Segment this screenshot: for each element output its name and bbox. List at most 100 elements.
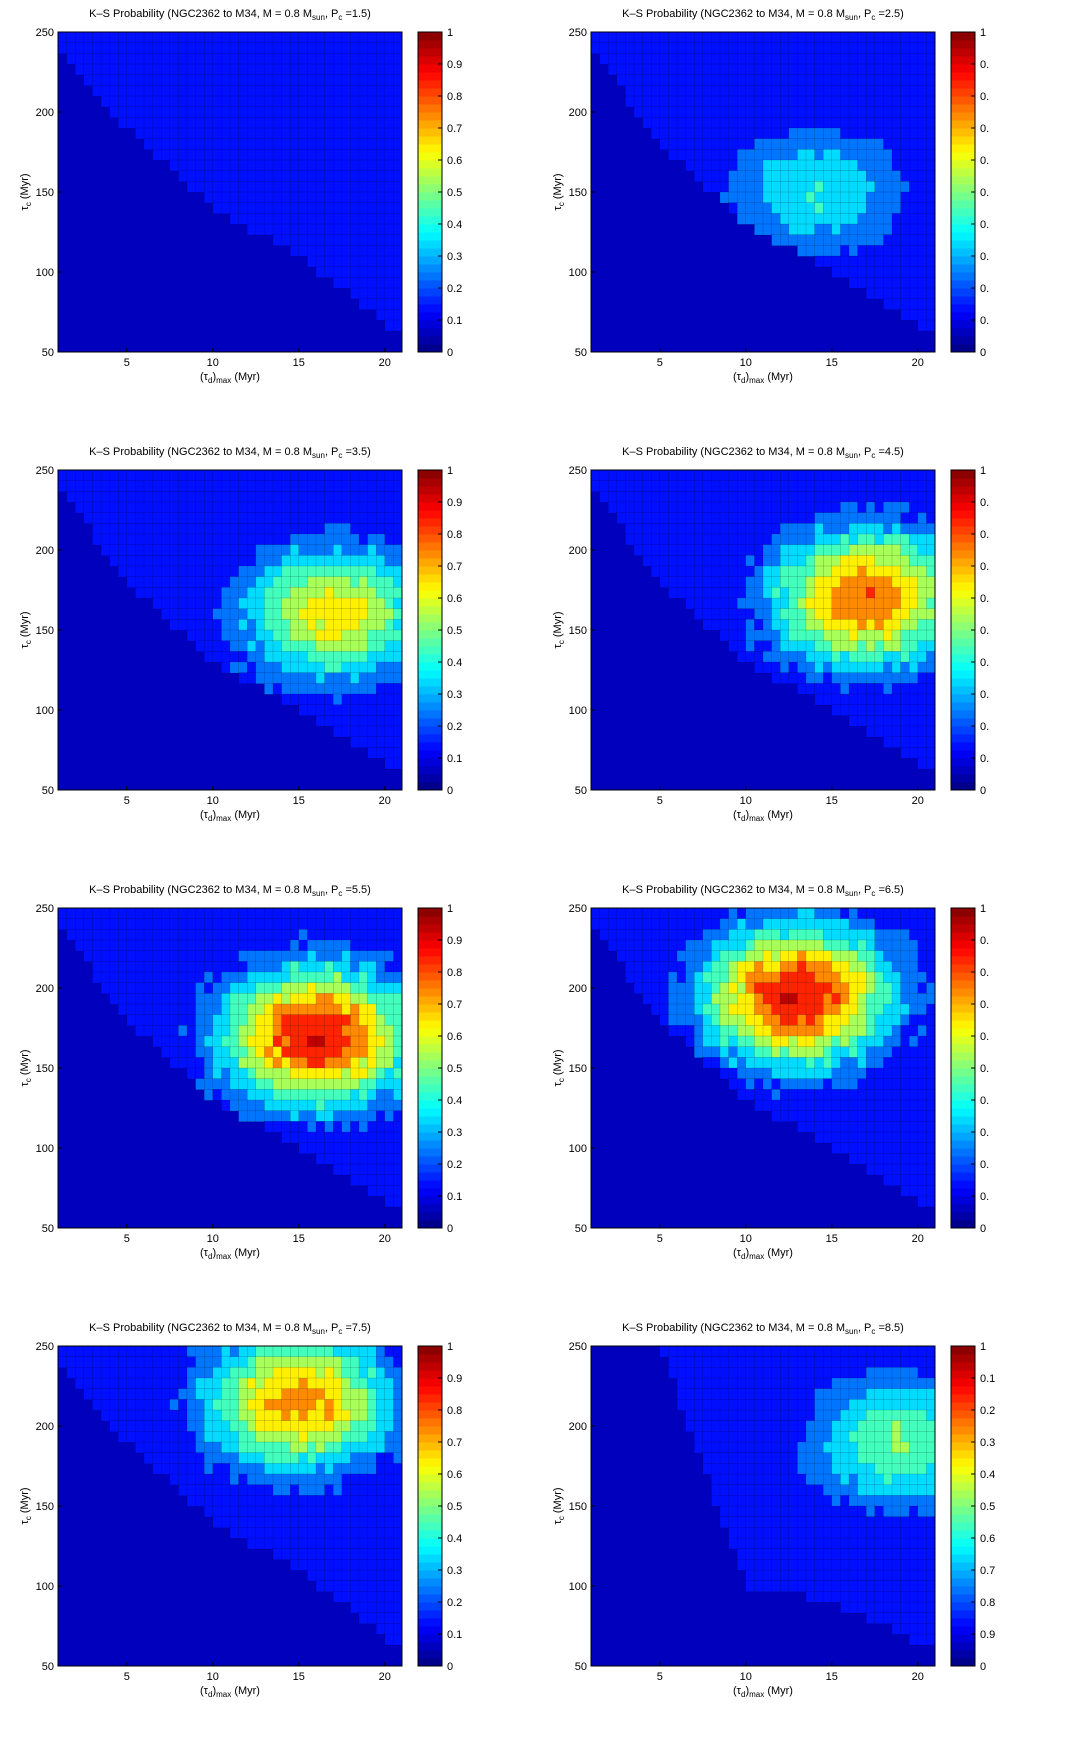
- contour-cell: [866, 501, 876, 514]
- contour-cell: [324, 555, 334, 567]
- contour-cell: [728, 63, 738, 76]
- contour-cell: [599, 491, 609, 503]
- contour-cell: [238, 993, 248, 1005]
- contour-cell: [264, 170, 274, 182]
- contour-cell: [152, 127, 162, 140]
- contour-cell: [745, 32, 756, 44]
- contour-cell: [333, 63, 343, 76]
- contour-cell: [659, 971, 670, 984]
- contour-cell: [719, 491, 730, 503]
- contour-cell: [814, 95, 824, 108]
- chart-svg: K–S Probability (NGC2362 to M34, M = 0.8…: [19, 446, 462, 823]
- contour-cell: [169, 533, 180, 546]
- y-axis-label-sub: c: [24, 640, 33, 644]
- contour-cell: [298, 1089, 308, 1101]
- contour-cell: [324, 565, 334, 578]
- contour-cell: [152, 993, 162, 1005]
- contour-cell: [178, 117, 188, 129]
- contour-cell: [350, 704, 360, 716]
- contour-cell: [376, 181, 386, 193]
- contour-cell: [874, 1110, 884, 1122]
- contour-cell: [143, 470, 154, 482]
- contour-cell: [281, 170, 291, 182]
- contour-cell: [779, 191, 790, 204]
- contour-cell: [702, 159, 713, 172]
- contour-cell: [100, 1356, 111, 1368]
- y-axis-label: τ: [552, 1082, 564, 1087]
- contour-cell: [324, 608, 334, 620]
- contour-cell: [229, 1399, 240, 1411]
- colorbar-tick-label: 0.: [980, 1191, 989, 1203]
- contour-cell: [805, 608, 816, 620]
- colorbar-segment: [951, 336, 975, 345]
- contour-cell: [650, 63, 661, 76]
- contour-cell: [719, 127, 730, 140]
- y-axis-label: τc (Myr): [552, 611, 566, 648]
- contour-cell: [307, 908, 317, 920]
- contour-cell: [376, 565, 386, 578]
- contour-cell: [788, 1078, 799, 1090]
- contour-cell: [272, 170, 283, 182]
- contour-cell: [212, 1420, 223, 1432]
- contour-cell: [823, 95, 833, 108]
- contour-cell: [290, 555, 300, 567]
- colorbar-segment: [951, 208, 975, 217]
- contour-cell: [367, 85, 377, 97]
- contour-cell: [376, 298, 386, 310]
- contour-cell: [762, 993, 773, 1005]
- colorbar-segment: [418, 1060, 442, 1069]
- contour-cell: [178, 1057, 188, 1069]
- contour-cell: [926, 127, 935, 140]
- contour-cell: [333, 159, 343, 172]
- contour-cell: [814, 982, 824, 994]
- contour-cell: [745, 213, 756, 225]
- contour-cell: [109, 950, 119, 962]
- contour-cell: [788, 138, 799, 150]
- colorbar-segment: [951, 470, 975, 479]
- contour-cell: [848, 565, 859, 578]
- contour-cell: [212, 491, 223, 503]
- y-axis-label: τc (Myr): [19, 1049, 33, 1086]
- contour-cell: [212, 1057, 223, 1069]
- contour-cell: [393, 929, 402, 941]
- contour-cell: [221, 1367, 231, 1379]
- contour-cell: [883, 42, 893, 54]
- contour-cell: [178, 533, 188, 546]
- x-axis-label: (τ: [200, 1247, 209, 1259]
- contour-cell: [376, 1099, 386, 1112]
- contour-cell: [883, 470, 893, 482]
- contour-cell: [814, 1121, 824, 1133]
- contour-cell: [143, 565, 154, 578]
- contour-cell: [126, 74, 137, 86]
- contour-cell: [229, 127, 240, 140]
- colorbar-segment: [418, 56, 442, 65]
- contour-cell: [169, 576, 180, 588]
- contour-cell: [848, 918, 859, 930]
- contour-cell: [307, 117, 317, 129]
- contour-cell: [290, 1035, 300, 1048]
- contour-cell: [642, 993, 652, 1005]
- contour-cell: [891, 683, 902, 695]
- contour-cell: [203, 961, 214, 973]
- contour-cell: [779, 127, 790, 140]
- contour-cell: [384, 533, 394, 546]
- contour-cell: [376, 480, 386, 492]
- contour-cell: [874, 629, 884, 642]
- contour-cell: [917, 982, 927, 994]
- contour-cell: [281, 53, 291, 65]
- contour-cell: [264, 42, 274, 54]
- contour-cell: [891, 939, 902, 952]
- contour-cell: [376, 747, 386, 759]
- contour-cell: [221, 1046, 231, 1058]
- contour-cell: [797, 117, 807, 129]
- contour-cell: [633, 501, 644, 514]
- contour-cell: [840, 672, 850, 684]
- contour-cell: [350, 683, 360, 695]
- contour-cell: [642, 971, 652, 984]
- contour-cell: [367, 715, 377, 727]
- contour-cell: [350, 939, 360, 952]
- contour-cell: [246, 32, 257, 44]
- colorbar-segment: [951, 224, 975, 233]
- y-axis-label: (Myr): [552, 173, 564, 202]
- contour-cell: [754, 640, 764, 652]
